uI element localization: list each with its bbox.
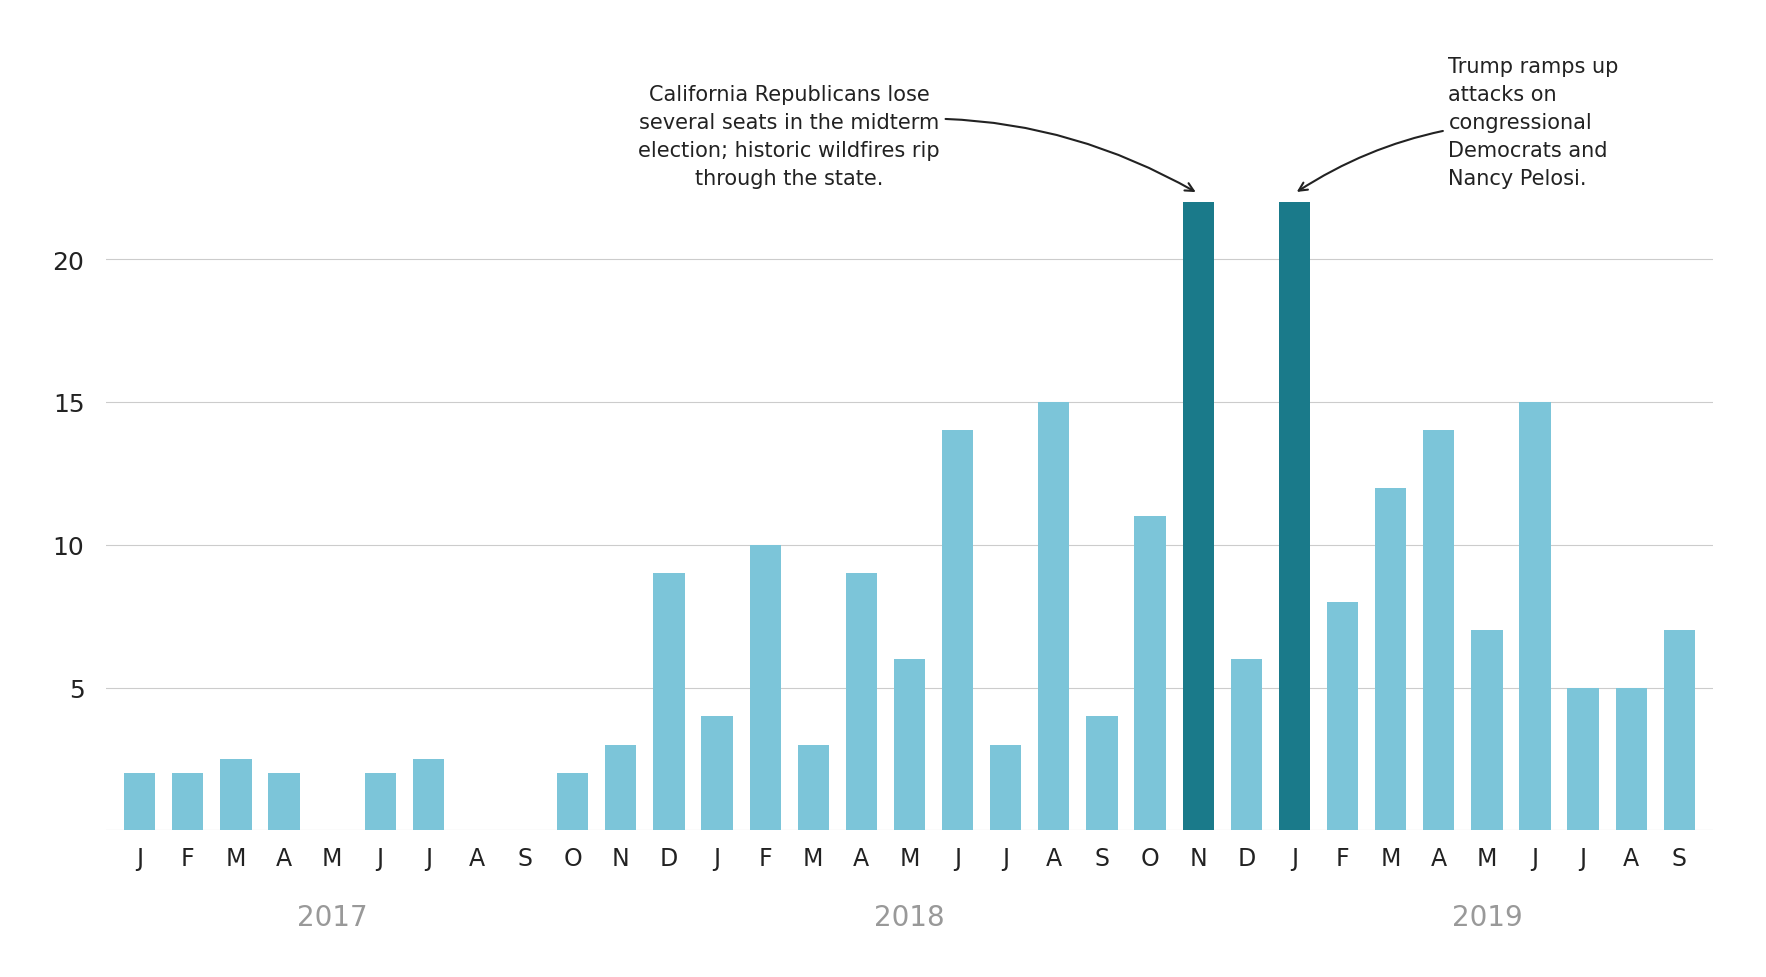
Text: 2018: 2018 <box>874 903 945 930</box>
Bar <box>941 431 973 830</box>
Bar <box>413 759 443 830</box>
Bar <box>1376 488 1406 830</box>
Bar <box>1664 631 1695 830</box>
Bar <box>171 774 203 830</box>
Bar <box>749 545 781 830</box>
Bar <box>798 744 828 830</box>
Text: 2017: 2017 <box>297 903 367 930</box>
Text: 2019: 2019 <box>1452 903 1522 930</box>
Text: Trump ramps up
attacks on
congressional
Democrats and
Nancy Pelosi.: Trump ramps up attacks on congressional … <box>1298 57 1619 191</box>
Bar <box>1423 431 1455 830</box>
Bar <box>846 573 878 830</box>
Bar <box>1134 517 1166 830</box>
Bar <box>606 744 636 830</box>
Bar <box>1471 631 1503 830</box>
Bar <box>1038 403 1070 830</box>
Bar <box>1568 688 1598 830</box>
Bar <box>894 659 925 830</box>
Bar <box>1616 688 1648 830</box>
Bar <box>991 744 1021 830</box>
Bar <box>653 573 685 830</box>
Text: California Republicans lose
several seats in the midterm
election; historic wild: California Republicans lose several seat… <box>638 85 1194 191</box>
Bar <box>1183 203 1213 830</box>
Bar <box>1231 659 1263 830</box>
Bar <box>1279 203 1310 830</box>
Bar <box>268 774 300 830</box>
Bar <box>1326 602 1358 830</box>
Bar <box>364 774 396 830</box>
Bar <box>556 774 588 830</box>
Bar <box>221 759 251 830</box>
Bar <box>124 774 155 830</box>
Bar <box>701 716 733 830</box>
Bar <box>1086 716 1118 830</box>
Bar <box>1519 403 1551 830</box>
